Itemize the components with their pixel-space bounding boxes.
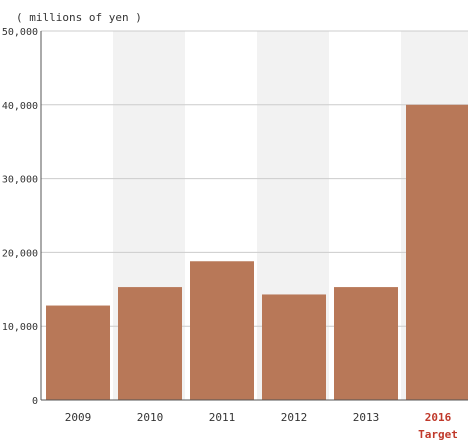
y-tick-label: 30,000	[2, 175, 38, 186]
y-tick-labels: 0 10,000 20,000 30,000 40,000 50,000	[2, 27, 38, 407]
x-tick-label: 2011	[209, 411, 236, 424]
x-tick-sublabel: Target	[418, 428, 458, 441]
x-tick-label: 2012	[281, 411, 308, 424]
y-tick-label: 10,000	[2, 322, 38, 333]
x-tick-labels: 2009 2010 2011 2012 2013 2016 Target	[65, 411, 458, 441]
bar	[262, 294, 326, 400]
x-tick-label: 2016	[425, 411, 452, 424]
y-tick-label: 40,000	[2, 101, 38, 112]
bar	[406, 104, 468, 401]
bar	[118, 287, 182, 400]
y-tick-label: 0	[32, 396, 38, 407]
bar	[190, 261, 254, 400]
x-tick-label: 2010	[137, 411, 164, 424]
y-tick-label: 50,000	[2, 27, 38, 38]
y-axis-unit-label: ( millions of yen )	[16, 11, 142, 24]
bar	[46, 305, 110, 400]
bar	[334, 287, 398, 400]
x-tick-label: 2009	[65, 411, 92, 424]
x-tick-label: 2013	[353, 411, 380, 424]
y-tick-label: 20,000	[2, 248, 38, 259]
bars	[46, 104, 468, 401]
